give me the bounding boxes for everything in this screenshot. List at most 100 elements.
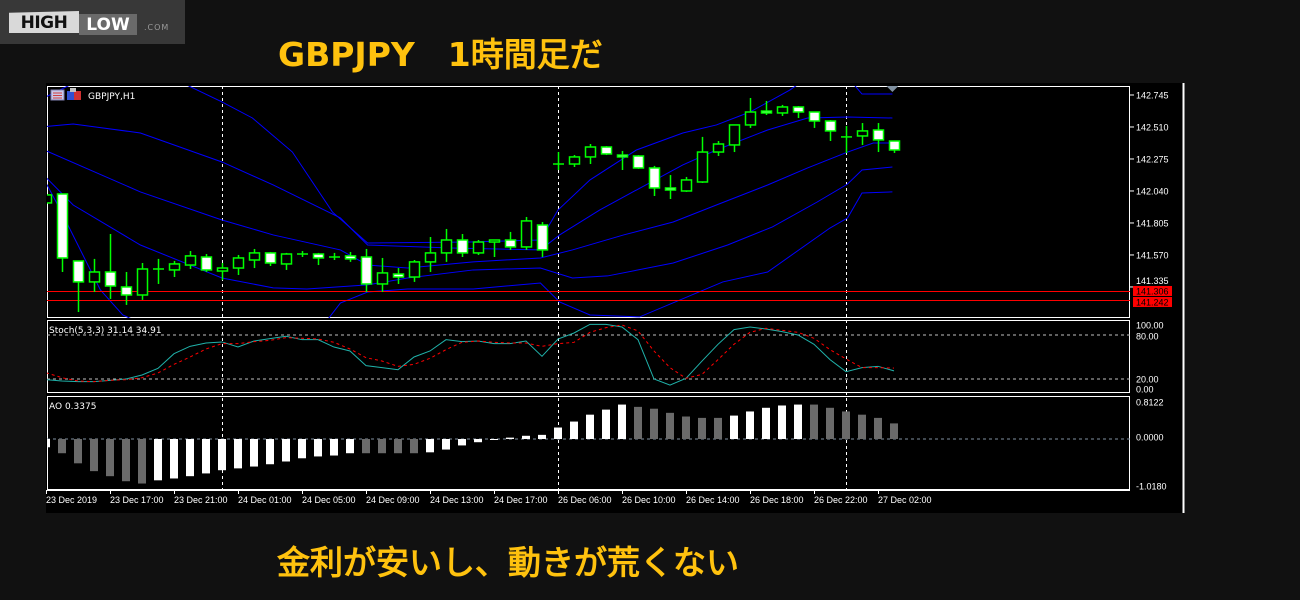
ao-label: AO 0.3375 — [49, 402, 96, 412]
expert-icon[interactable] — [67, 88, 81, 100]
candle-body — [744, 111, 757, 126]
candle — [520, 216, 533, 250]
candle — [584, 144, 597, 165]
logo-com: .COM — [144, 23, 170, 32]
candle — [344, 251, 357, 262]
ao-bar — [890, 423, 898, 439]
y-tick-label: 142.275 — [1136, 154, 1169, 164]
price-label-box — [1133, 297, 1172, 307]
ao-bar — [234, 439, 242, 469]
ao-bar — [714, 417, 722, 439]
stoch-axis-label: 80.00 — [1136, 332, 1159, 342]
candle — [664, 175, 677, 200]
candle — [392, 268, 405, 284]
candle-body — [520, 220, 533, 248]
ao-bar — [826, 407, 834, 439]
candle — [888, 140, 901, 153]
ao-bar — [602, 409, 610, 439]
candle-body — [168, 263, 181, 271]
candle-body — [216, 267, 229, 272]
candle — [248, 248, 261, 269]
candle-body — [408, 261, 421, 278]
candle-body — [264, 252, 277, 264]
candle-body — [392, 273, 405, 278]
candle — [600, 146, 613, 156]
stoch-panel[interactable] — [47, 320, 1130, 393]
candle — [216, 262, 229, 281]
ao-bar — [74, 439, 82, 464]
candle — [280, 252, 293, 270]
ao-bar — [170, 439, 178, 479]
ao-bar — [106, 439, 114, 477]
ao-bar — [378, 439, 386, 454]
candle — [504, 231, 517, 250]
stoch-axis-label: 100.00 — [1136, 321, 1164, 331]
candle — [408, 260, 421, 282]
ao-bar — [394, 439, 402, 454]
ao-bar — [122, 439, 130, 482]
candle-body — [824, 120, 837, 132]
ao-bar — [682, 416, 690, 439]
candle-body — [888, 140, 901, 151]
ao-bar — [570, 421, 578, 439]
candle-body — [616, 154, 629, 158]
candle-body — [72, 260, 85, 283]
ao-bar — [490, 439, 498, 440]
candle-body — [584, 146, 597, 158]
candle — [47, 194, 53, 204]
candle-body — [632, 155, 645, 169]
candle — [632, 155, 645, 169]
chart-window-icon[interactable] — [50, 89, 65, 101]
candle — [841, 126, 852, 153]
candle — [488, 239, 501, 258]
x-tick-label: 26 Dec 06:00 — [558, 495, 612, 505]
candle — [312, 252, 325, 266]
ao-axis-label: 0.0000 — [1136, 433, 1164, 443]
x-tick-label: 26 Dec 10:00 — [622, 495, 676, 505]
ao-bar — [298, 439, 306, 459]
candle — [88, 258, 101, 292]
candle-body — [440, 239, 453, 254]
y-tick-label: 141.335 — [1136, 276, 1169, 286]
candle — [696, 136, 709, 183]
candle — [472, 239, 485, 255]
candle — [329, 252, 340, 260]
ao-bar — [47, 439, 50, 448]
x-tick-label: 24 Dec 01:00 — [238, 495, 292, 505]
ao-bar — [666, 412, 674, 439]
down-triangle-marker — [886, 86, 899, 92]
y-tick-label: 142.040 — [1136, 186, 1169, 196]
candle-body — [136, 268, 149, 296]
candle — [168, 260, 181, 278]
page-title: GBPJPY 1時間足だ — [278, 35, 603, 74]
chart-background — [46, 83, 1183, 513]
ao-bar — [554, 427, 562, 439]
candle — [616, 150, 629, 171]
candle-body — [344, 255, 357, 260]
ao-bar — [474, 439, 482, 443]
stoch-signal-line — [47, 324, 895, 383]
ao-bar — [90, 439, 98, 472]
bollinger-band-line — [47, 183, 893, 318]
candle — [264, 251, 277, 266]
candle — [856, 123, 869, 145]
candle-body — [728, 124, 741, 146]
ao-bar — [202, 439, 210, 474]
ao-bar — [650, 408, 658, 439]
ao-bar — [858, 414, 866, 439]
candle-body — [184, 255, 197, 266]
candle-body — [776, 106, 789, 114]
ao-bar — [842, 411, 850, 439]
ao-bar — [154, 439, 162, 481]
caption-text: 金利が安いし、動きが荒くない — [277, 543, 739, 582]
bollinger-band-line — [854, 86, 893, 95]
ao-axis-label: 0.8122 — [1136, 398, 1164, 408]
price-label: 141.306 — [1136, 287, 1169, 297]
price-label: 141.242 — [1136, 298, 1169, 308]
candle — [680, 176, 693, 192]
ao-bar — [746, 411, 754, 439]
highlow-logo: HIGH LOW .COM — [0, 0, 185, 44]
candle — [424, 236, 437, 272]
x-tick-label: 27 Dec 02:00 — [878, 495, 932, 505]
candle-body — [280, 253, 293, 265]
